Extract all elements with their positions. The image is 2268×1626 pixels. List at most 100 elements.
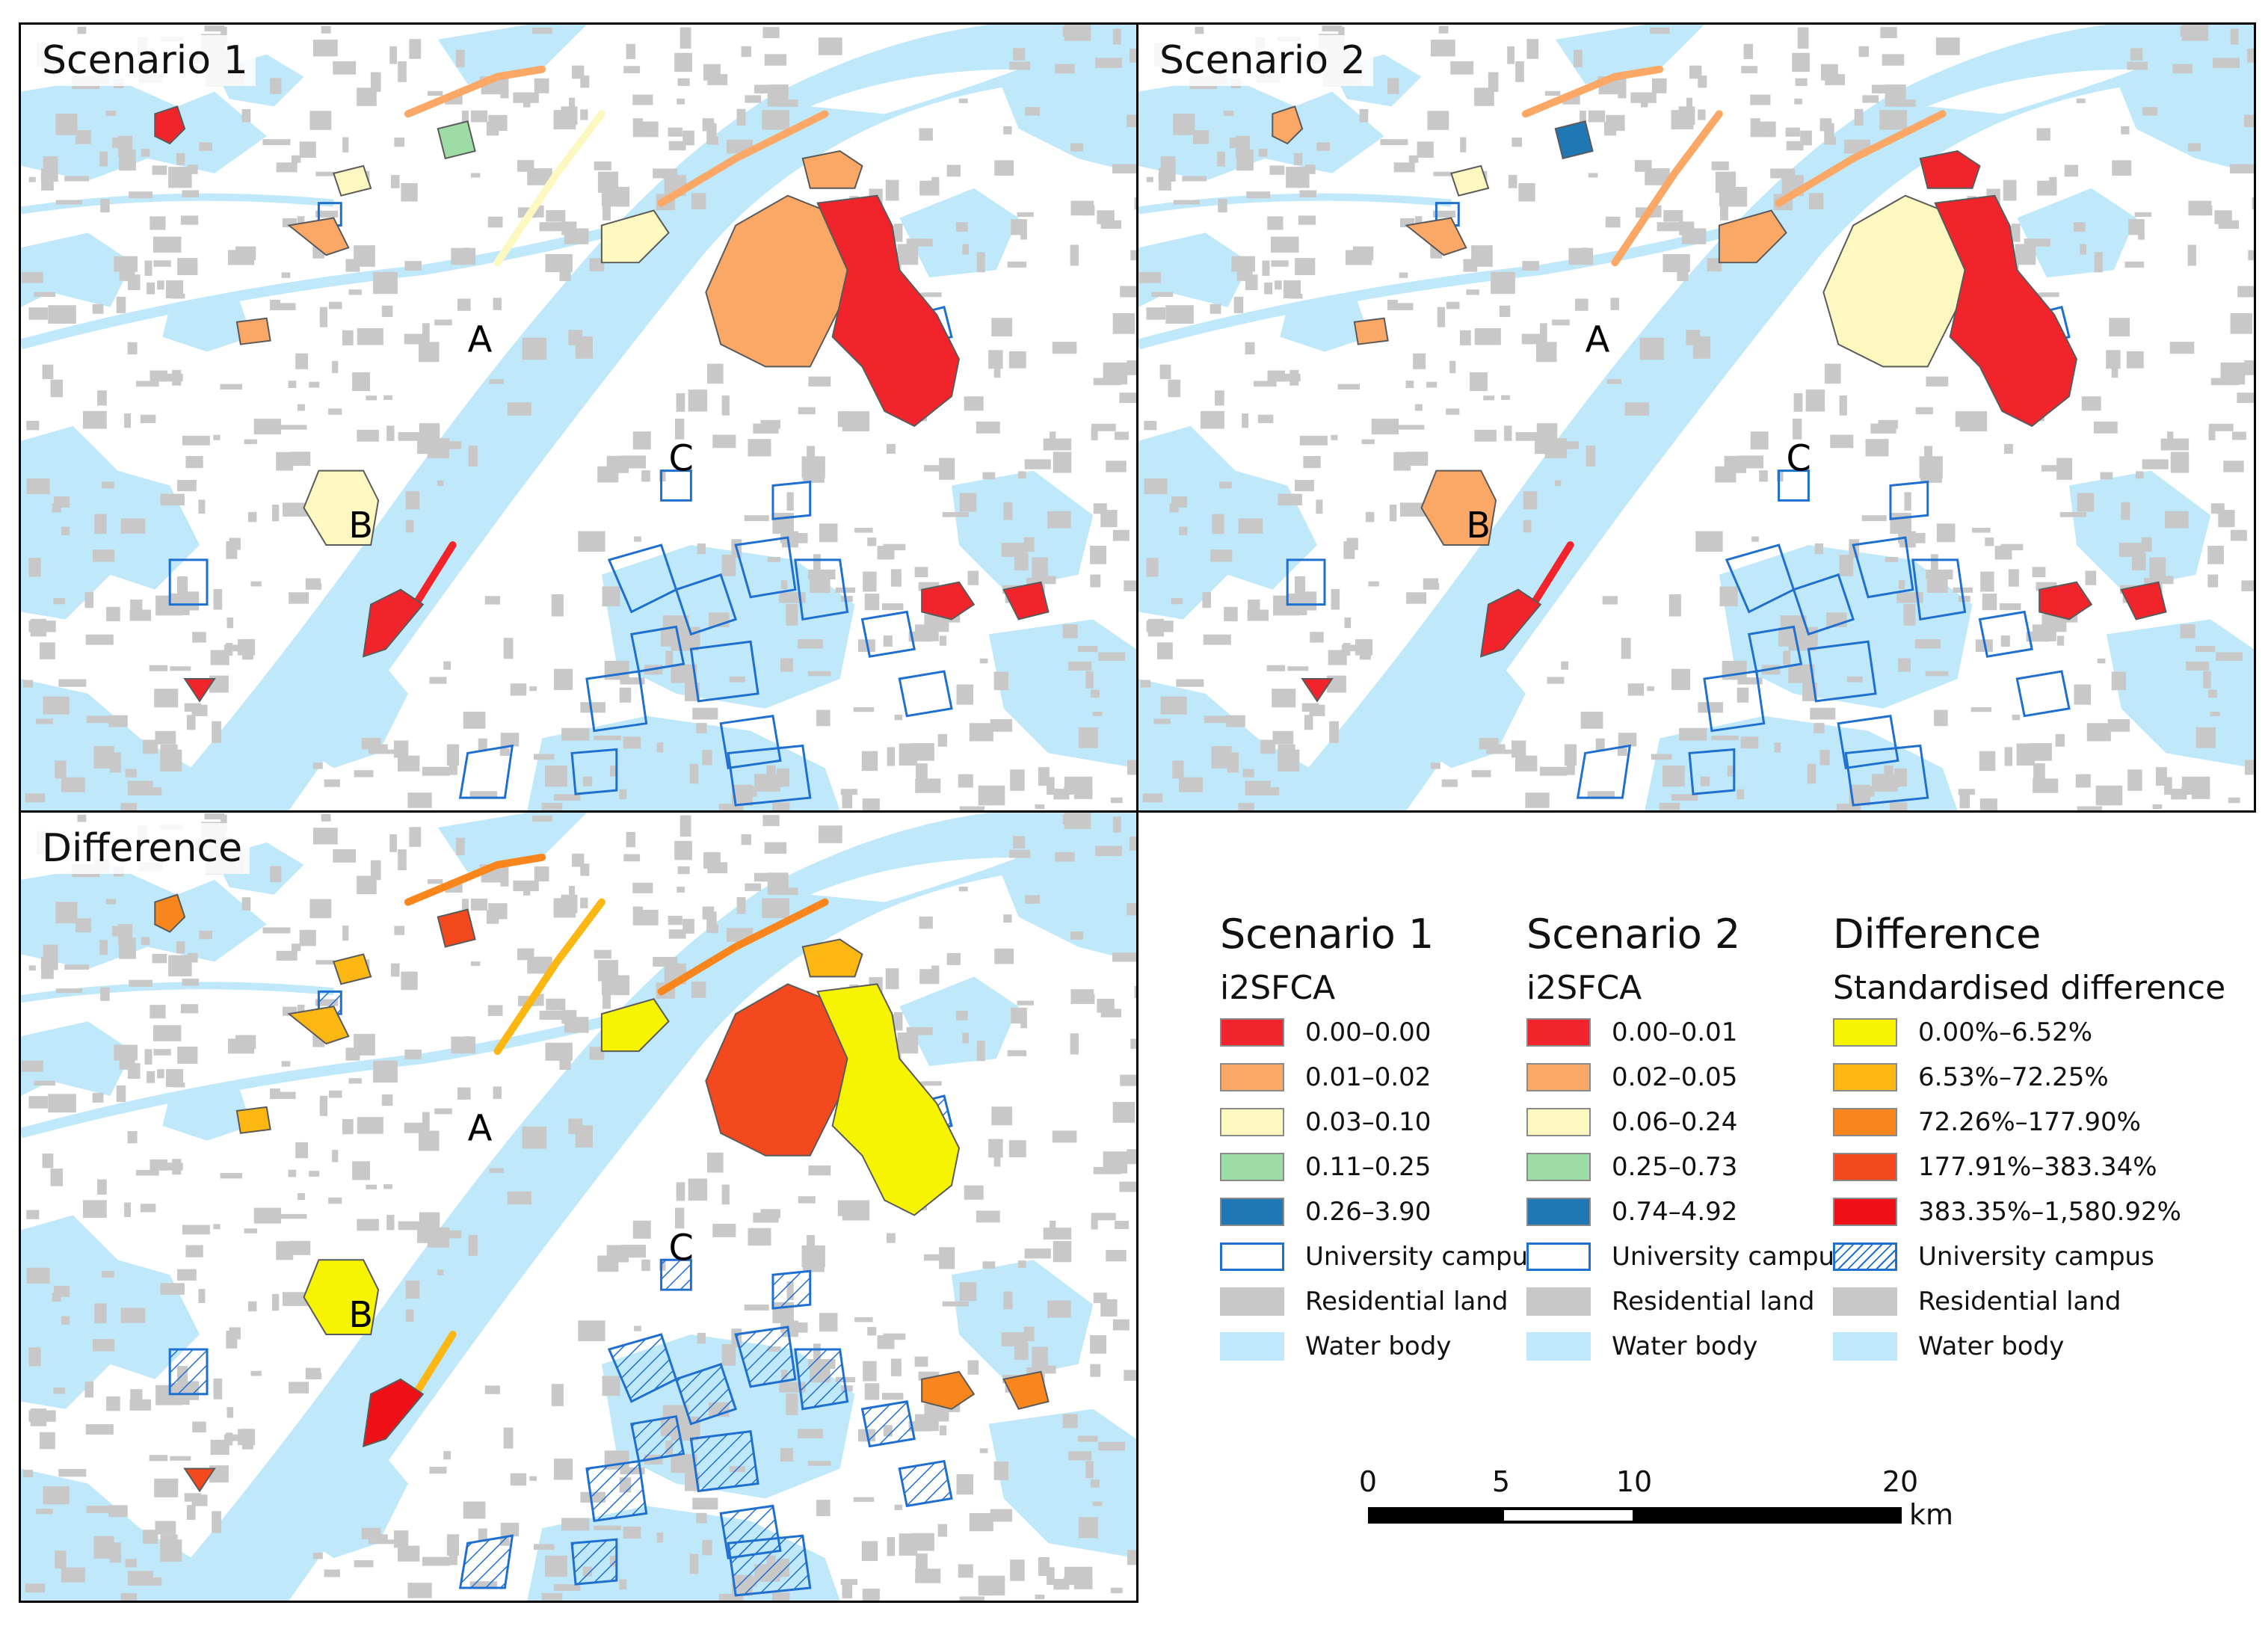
residential-block (2109, 318, 2130, 337)
area-label: C (669, 1228, 694, 1269)
residential-block (1756, 121, 1776, 138)
residential-block (1316, 142, 1330, 151)
residential-block (111, 138, 122, 148)
residential-block (1786, 141, 1804, 151)
legend-label: University campus (1612, 1242, 1848, 1272)
residential-block (689, 763, 699, 784)
residential-block (26, 1210, 40, 1219)
residential-block (348, 289, 362, 295)
legend-item: 177.91%–383.34% (1833, 1145, 2252, 1189)
residential-block (457, 1087, 471, 1100)
university-campus (458, 744, 514, 799)
residential-block (1009, 849, 1031, 858)
residential-block (484, 596, 500, 605)
residential-block (908, 1420, 932, 1432)
scale-tick: 5 (1491, 1465, 1511, 1498)
residential-block (923, 1254, 952, 1261)
residential-block (2136, 471, 2144, 479)
residential-block (324, 1569, 340, 1577)
residential-block (2187, 244, 2196, 266)
residential-block (1417, 141, 1434, 158)
residential-block (391, 175, 400, 188)
residential-block (1406, 592, 1427, 604)
residential-block (1778, 627, 1803, 647)
residential-block (470, 173, 481, 178)
residential-block (2241, 580, 2254, 591)
residential-block (1814, 543, 1824, 555)
residential-block (58, 1469, 87, 1477)
residential-block (97, 1179, 107, 1195)
legend-item: 72.26%–177.90% (1833, 1100, 2252, 1145)
university-campus (727, 744, 812, 807)
residential-block (48, 1094, 76, 1113)
residential-block (916, 1553, 928, 1574)
residential-block (1521, 333, 1541, 345)
residential-block (2040, 292, 2059, 298)
residential-block (854, 527, 873, 533)
residential-block (22, 680, 34, 688)
campus-strip (493, 110, 605, 267)
scale-tick: 0 (1358, 1465, 1378, 1498)
legend-item: 0.25–0.73 (1526, 1145, 1945, 1189)
residential-block (1173, 200, 1200, 205)
residential-block (1926, 376, 1949, 387)
residential-block (939, 1247, 955, 1269)
residential-block (478, 738, 487, 752)
residential-block (1091, 428, 1098, 440)
residential-block (919, 969, 940, 985)
residential-block (939, 1425, 947, 1436)
residential-block (1926, 569, 1953, 580)
campus-accessibility-area (600, 998, 670, 1053)
residential-block (2127, 61, 2148, 70)
residential-block (220, 384, 243, 390)
residential-block (275, 1091, 296, 1100)
residential-block (43, 1486, 70, 1505)
legend-label: 0.74–4.92 (1612, 1197, 1738, 1227)
residential-block (533, 754, 555, 760)
residential-block (282, 1292, 311, 1306)
residential-block (1331, 434, 1338, 440)
residential-block (2247, 49, 2254, 63)
residential-block (1001, 1332, 1025, 1346)
residential-block (1423, 578, 1438, 590)
residential-block (262, 139, 291, 146)
residential-block (2243, 114, 2254, 128)
residential-block (1035, 804, 1045, 810)
legend-swatch (1220, 1108, 1284, 1136)
legend-label: 0.25–0.73 (1612, 1152, 1738, 1182)
residential-block (744, 1305, 769, 1311)
campus-accessibility-area (1272, 105, 1304, 145)
residential-block (309, 899, 332, 919)
residential-block (446, 744, 460, 766)
residential-block (1266, 665, 1286, 671)
residential-block (312, 40, 338, 57)
residential-block (177, 1047, 198, 1064)
residential-block (354, 770, 374, 777)
residential-block (105, 111, 117, 117)
residential-block (1219, 481, 1232, 489)
residential-block (1178, 526, 1188, 535)
residential-block (638, 121, 659, 138)
residential-block (2142, 107, 2158, 116)
residential-block (155, 1521, 176, 1535)
residential-block (157, 280, 164, 290)
campus-accessibility-area (154, 893, 186, 933)
residential-block (1559, 441, 1580, 449)
residential-block (377, 1534, 388, 1544)
residential-block (127, 342, 138, 355)
residential-block (665, 650, 674, 665)
residential-block (1331, 588, 1340, 610)
campus-accessibility-area (1554, 120, 1594, 160)
university-campus (585, 670, 648, 733)
legend-swatch (1833, 1153, 1897, 1181)
residential-block (1126, 902, 1136, 916)
campus-accessibility-area (287, 217, 350, 256)
residential-block (419, 1212, 440, 1230)
residential-block (1466, 289, 1479, 295)
residential-block (398, 849, 407, 870)
residential-block (140, 1204, 156, 1213)
residential-block (2207, 689, 2217, 698)
residential-block (580, 702, 605, 713)
residential-block (798, 407, 816, 415)
